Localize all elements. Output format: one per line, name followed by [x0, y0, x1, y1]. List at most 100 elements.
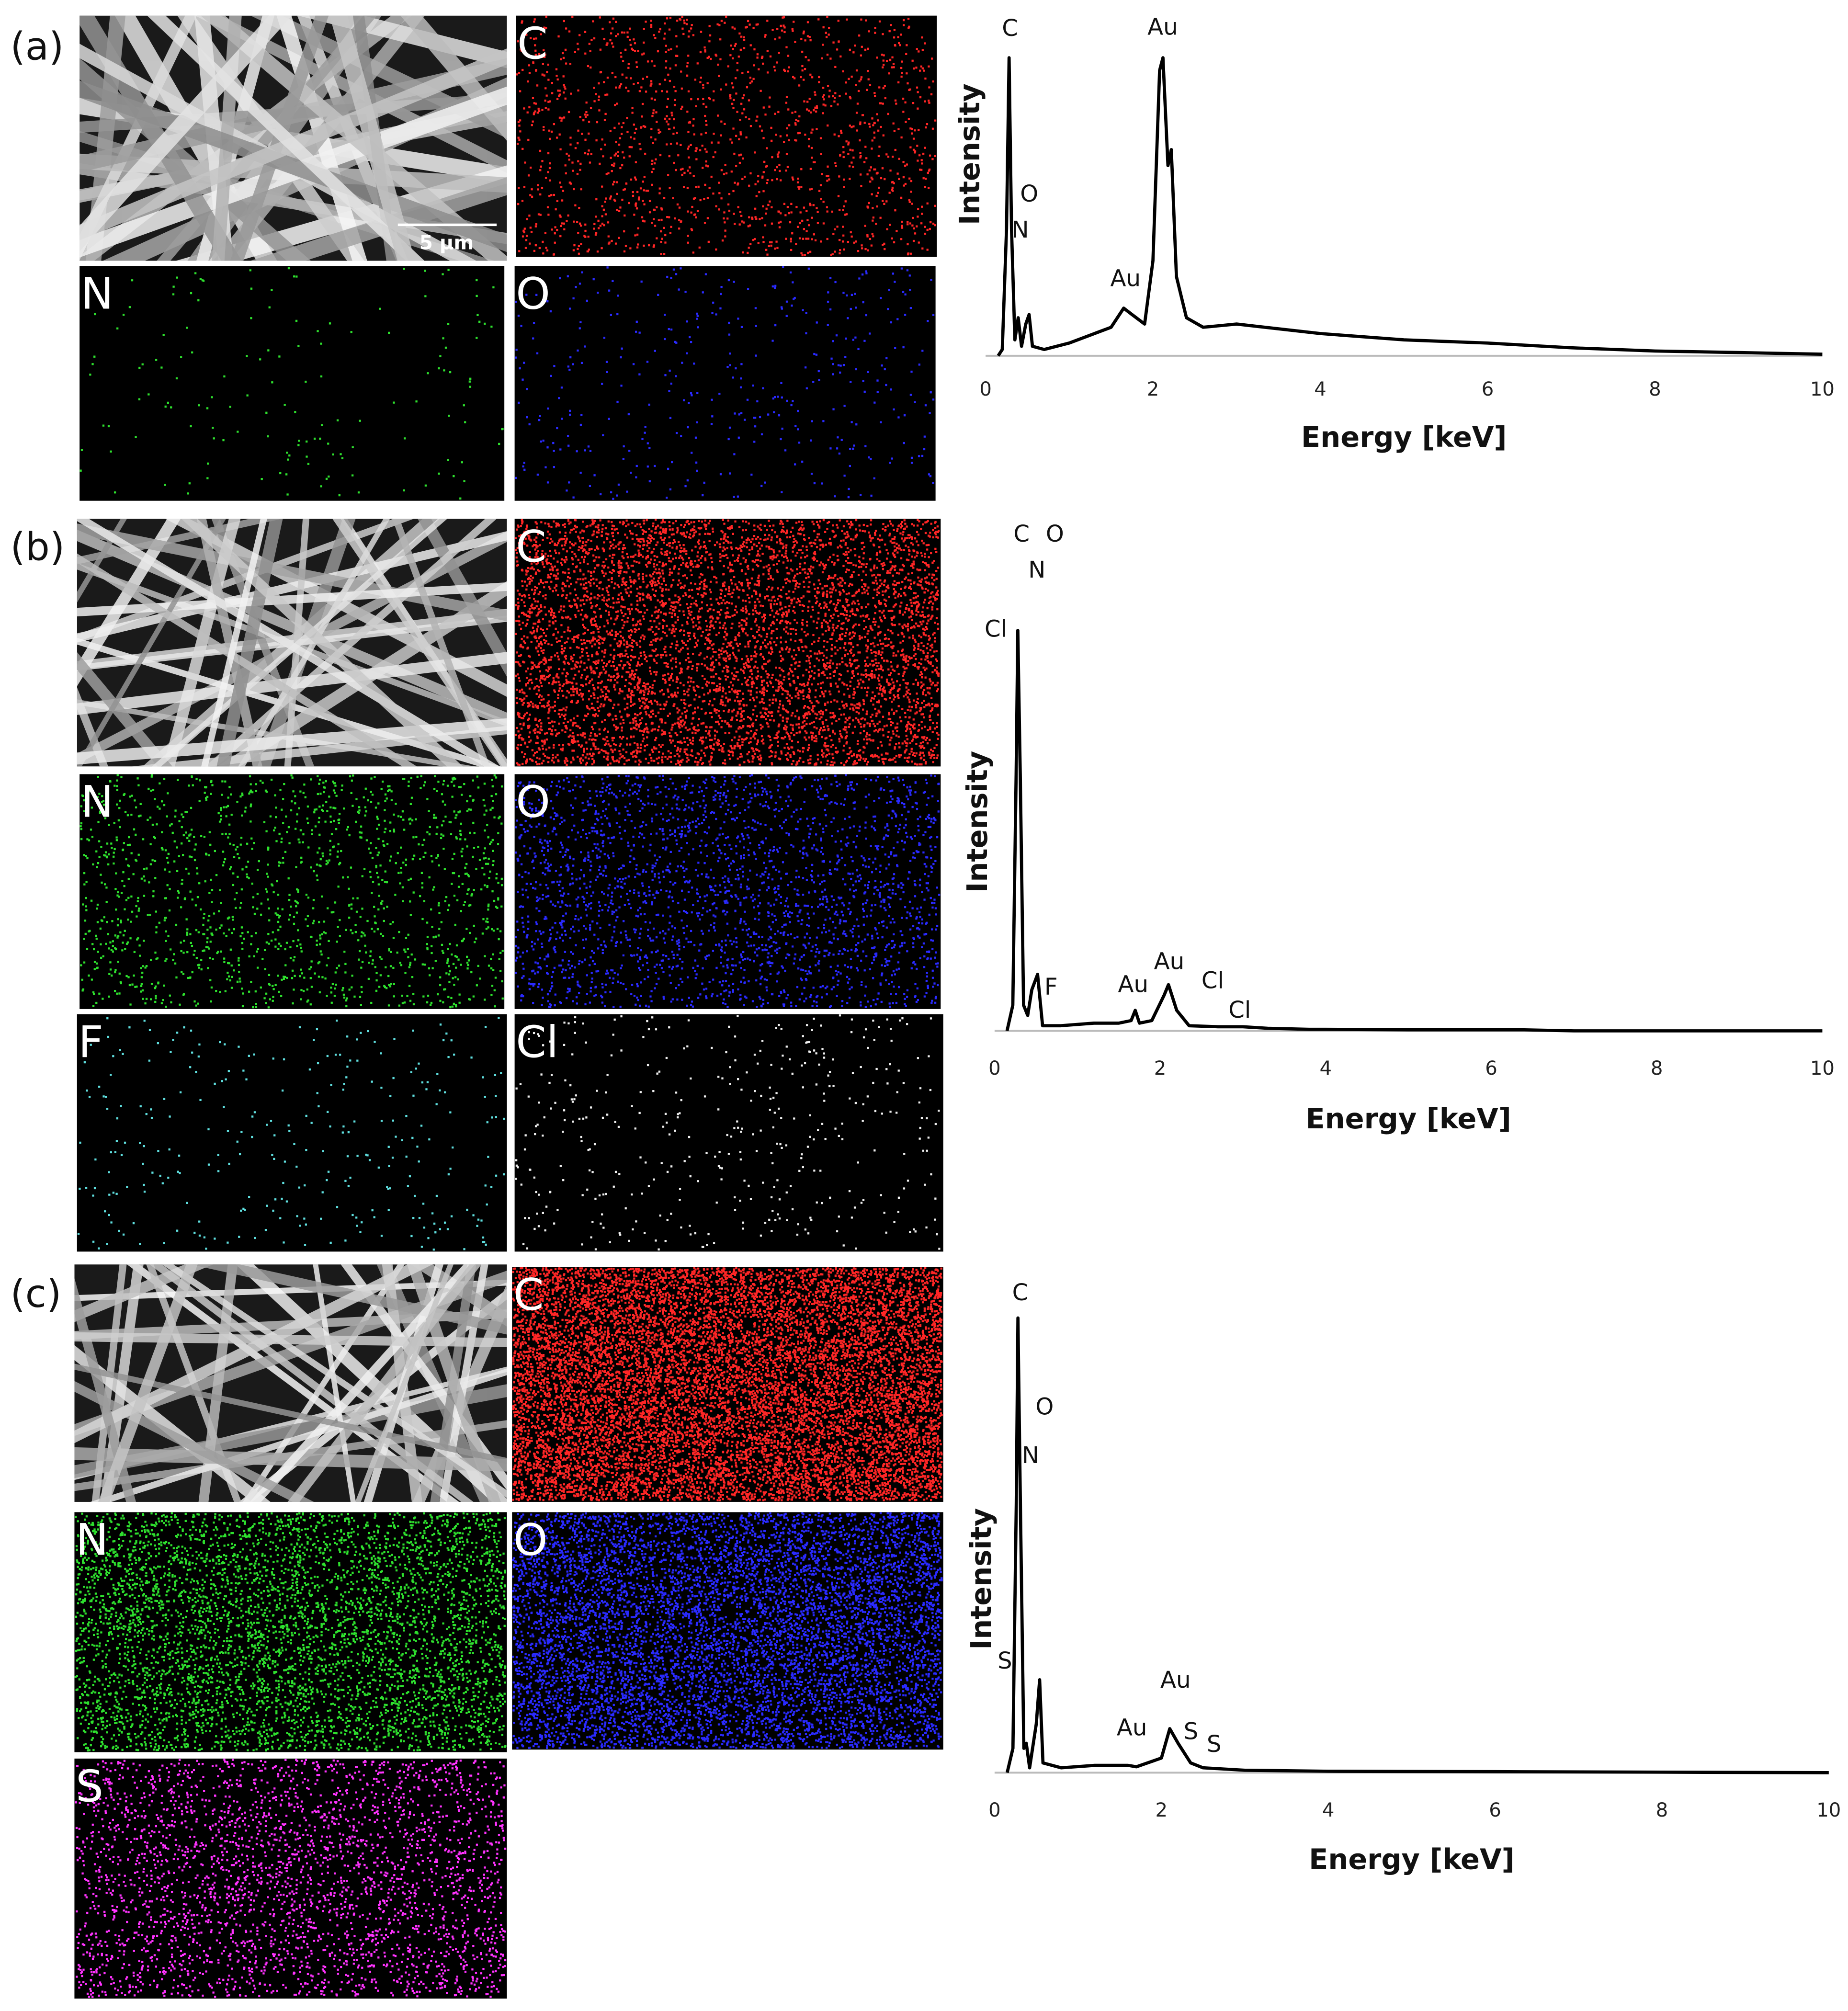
peak-label: S	[1184, 1718, 1199, 1745]
element-label: C	[516, 521, 546, 572]
peak-label: S	[1207, 1731, 1222, 1758]
fiber	[165, 519, 507, 697]
x-tick-label: 0	[988, 1799, 1001, 1821]
y-axis-label: Intensity	[964, 1508, 998, 1650]
peak-label: C	[1002, 15, 1018, 42]
fiber	[298, 15, 507, 68]
fiber	[243, 1264, 405, 1502]
element-label: Cl	[516, 1017, 558, 1068]
fiber	[77, 523, 507, 622]
element-label: C	[517, 18, 548, 69]
fiber	[77, 519, 127, 603]
fiber	[79, 15, 292, 251]
fiber	[196, 519, 262, 767]
fiber	[77, 553, 417, 767]
x-tick-label: 4	[1314, 378, 1326, 400]
x-tick-label: 6	[1482, 378, 1494, 400]
fiber	[201, 519, 267, 767]
x-axis-label: Energy [keV]	[1301, 420, 1507, 454]
peak-label: Au	[1154, 948, 1185, 975]
fiber	[201, 15, 507, 261]
map-dots	[514, 774, 941, 1009]
fiber	[162, 1264, 507, 1498]
fiber	[74, 1278, 136, 1502]
peak-label: Cl	[985, 615, 1007, 642]
fiber	[142, 519, 440, 767]
x-axis-label: Energy [keV]	[1309, 1842, 1514, 1875]
fiber	[235, 1264, 507, 1502]
x-tick-label: 8	[1651, 1057, 1663, 1079]
x-tick-label: 4	[1322, 1799, 1335, 1821]
fiber	[79, 44, 476, 261]
fiber	[163, 519, 241, 767]
element-label: O	[516, 777, 550, 828]
peak-label: N	[1011, 216, 1029, 243]
spectrum-line	[997, 56, 1823, 357]
fiber	[77, 615, 507, 671]
fiber	[77, 582, 507, 617]
map-bg	[79, 266, 505, 501]
map-bg	[514, 266, 936, 501]
map-dots	[74, 1512, 507, 1752]
x-tick-label: 10	[1810, 1057, 1835, 1079]
fiber	[191, 1264, 507, 1335]
element-label: O	[516, 268, 550, 319]
x-tick-label: 0	[979, 378, 992, 400]
fiber	[230, 15, 329, 261]
fiber	[249, 1264, 476, 1502]
element-label: N	[76, 1515, 108, 1566]
fiber	[250, 177, 507, 261]
map-dots	[75, 1759, 507, 1998]
fiber	[329, 15, 415, 261]
x-tick-label: 2	[1154, 1057, 1167, 1079]
fiber	[74, 1264, 433, 1443]
map-dots	[512, 1512, 943, 1750]
element-label: C	[513, 1270, 544, 1320]
x-tick-label: 8	[1649, 378, 1661, 400]
fiber	[77, 519, 500, 767]
fiber	[77, 519, 227, 767]
map-bg	[516, 15, 937, 257]
fiber	[98, 1264, 198, 1502]
element-label: N	[81, 268, 113, 319]
x-tick-label: 6	[1485, 1057, 1497, 1079]
fiber	[392, 519, 490, 767]
panel-label: (b)	[10, 524, 65, 569]
fiber	[74, 1332, 507, 1347]
x-tick-label: 4	[1320, 1057, 1332, 1079]
panel-label: (c)	[10, 1271, 61, 1316]
peak-label: C	[1013, 521, 1030, 547]
fiber	[217, 581, 507, 767]
fiber	[430, 1264, 476, 1502]
peak-label: N	[1028, 557, 1045, 583]
fiber	[355, 1264, 454, 1502]
peak-label: Au	[1110, 265, 1141, 292]
peak-label: O	[1035, 1393, 1054, 1420]
x-tick-label: 2	[1147, 378, 1159, 400]
peak-label: O	[1020, 181, 1038, 207]
fiber	[287, 1264, 482, 1502]
peak-label: N	[1022, 1442, 1039, 1469]
y-axis-label: Intensity	[961, 751, 994, 893]
spectrum-line	[1005, 628, 1823, 1033]
y-axis-label: Intensity	[953, 83, 986, 225]
map-dots	[514, 519, 940, 766]
peak-label: Au	[1160, 1667, 1191, 1693]
fiber	[196, 15, 274, 261]
fiber	[400, 15, 507, 141]
element-label: N	[81, 777, 113, 828]
element-label: S	[76, 1761, 103, 1812]
peak-label: Cl	[1228, 997, 1251, 1023]
x-tick-label: 0	[988, 1057, 1001, 1079]
scale-bar-label: 5 μm	[419, 232, 474, 254]
map-dots	[515, 266, 935, 500]
sem-image	[77, 519, 507, 767]
fiber	[149, 1264, 474, 1502]
fiber	[212, 15, 242, 261]
x-tick-label: 8	[1656, 1799, 1668, 1821]
fiber	[216, 519, 283, 767]
spectrum-line	[1005, 1316, 1829, 1774]
fiber	[418, 519, 507, 677]
peak-label: C	[1012, 1279, 1029, 1306]
